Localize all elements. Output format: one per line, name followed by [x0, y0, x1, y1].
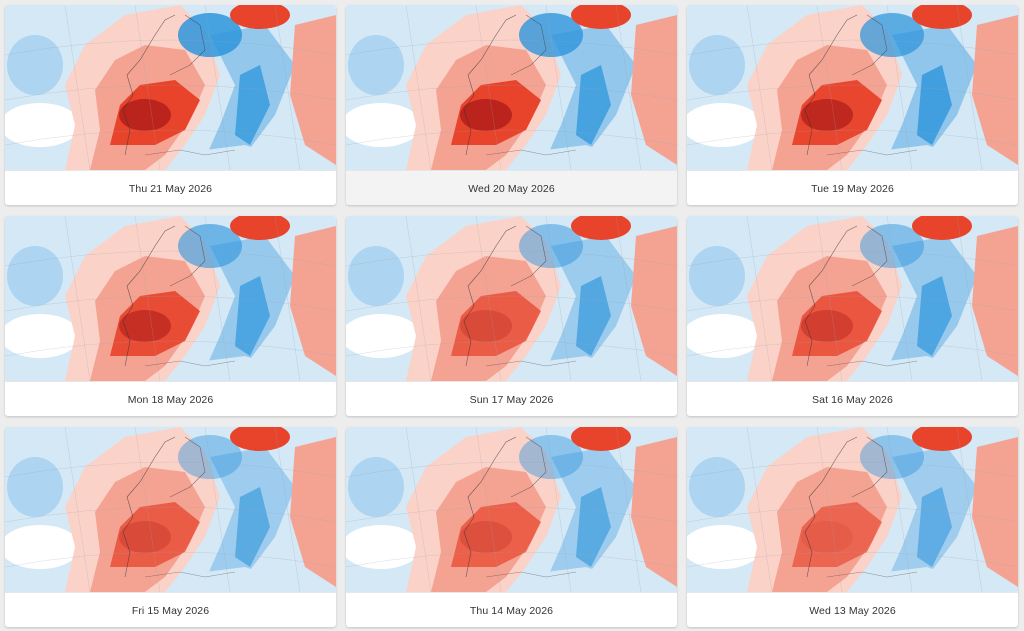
- map-card-3[interactable]: Tue 19 May 2026: [687, 5, 1018, 205]
- temperature-anomaly-map-3: [687, 5, 1018, 170]
- map-card-4[interactable]: Mon 18 May 2026: [5, 216, 336, 416]
- map-date-label: Thu 14 May 2026: [346, 592, 677, 627]
- forecast-map-grid: Thu 21 May 2026 Wed 20 May 2026 Tue 19 M…: [5, 5, 1019, 627]
- map-date-label: Tue 19 May 2026: [687, 170, 1018, 205]
- temperature-anomaly-map-6: [687, 216, 1018, 381]
- temperature-anomaly-map-9: [687, 427, 1018, 592]
- temperature-anomaly-map-5: [346, 216, 677, 381]
- map-card-7[interactable]: Fri 15 May 2026: [5, 427, 336, 627]
- map-date-label: Thu 21 May 2026: [5, 170, 336, 205]
- map-date-label: Sat 16 May 2026: [687, 381, 1018, 416]
- map-date-label: Fri 15 May 2026: [5, 592, 336, 627]
- temperature-anomaly-map-8: [346, 427, 677, 592]
- map-date-label: Mon 18 May 2026: [5, 381, 336, 416]
- temperature-anomaly-map-4: [5, 216, 336, 381]
- temperature-anomaly-map-1: [5, 5, 336, 170]
- map-card-6[interactable]: Sat 16 May 2026: [687, 216, 1018, 416]
- map-card-9[interactable]: Wed 13 May 2026: [687, 427, 1018, 627]
- map-card-8[interactable]: Thu 14 May 2026: [346, 427, 677, 627]
- map-card-2[interactable]: Wed 20 May 2026: [346, 5, 677, 205]
- map-card-1[interactable]: Thu 21 May 2026: [5, 5, 336, 205]
- map-date-label: Wed 13 May 2026: [687, 592, 1018, 627]
- temperature-anomaly-map-2: [346, 5, 677, 170]
- map-date-label: Sun 17 May 2026: [346, 381, 677, 416]
- map-date-label: Wed 20 May 2026: [346, 170, 677, 205]
- map-card-5[interactable]: Sun 17 May 2026: [346, 216, 677, 416]
- temperature-anomaly-map-7: [5, 427, 336, 592]
